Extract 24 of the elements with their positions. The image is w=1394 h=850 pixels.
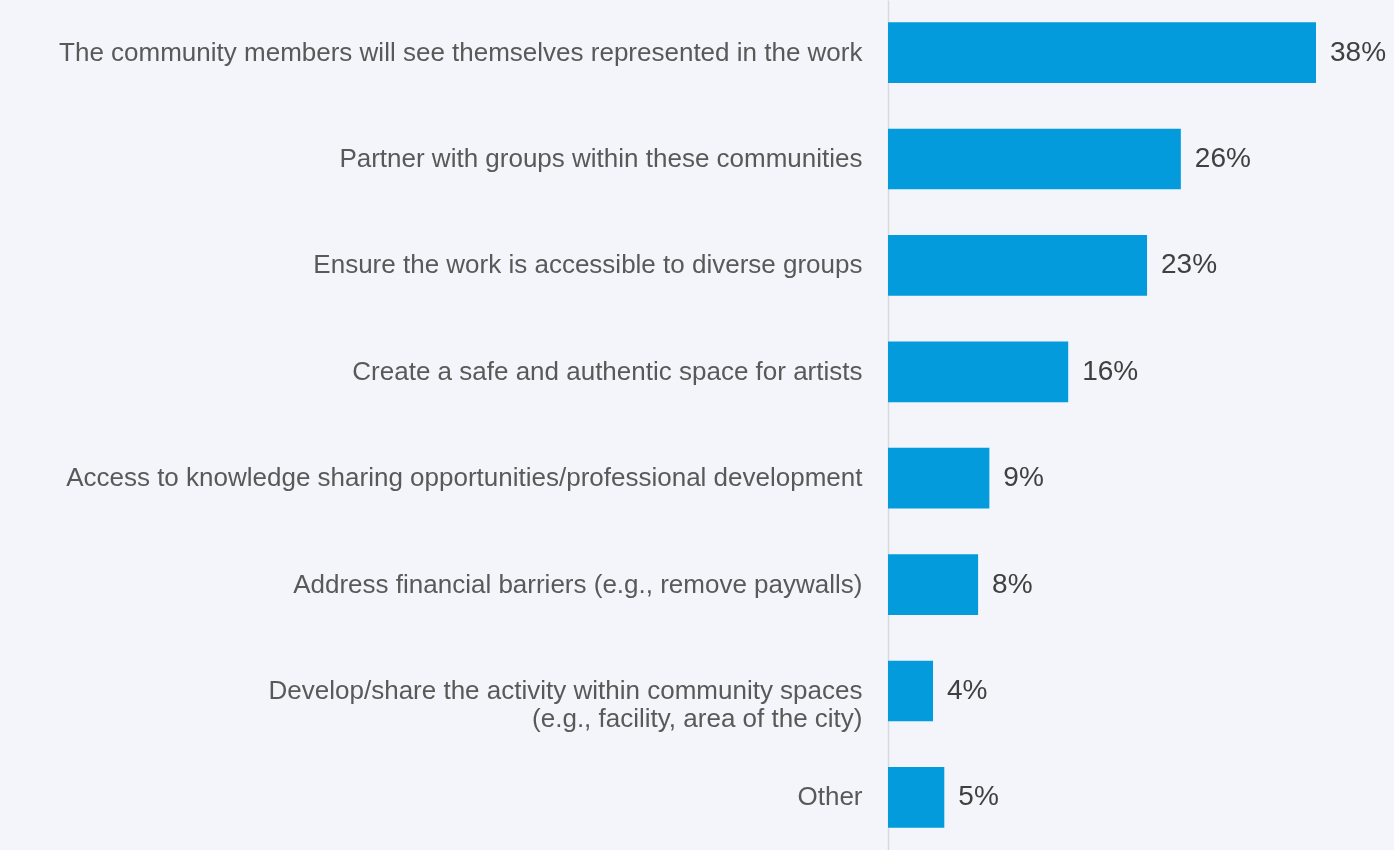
y-tick-label: Create a safe and authentic space for artists bbox=[352, 355, 863, 386]
y-tick-label: The community members will see themselves represented in the work bbox=[59, 36, 864, 67]
y-tick-label: Develop/share the activity within community spaces (e.g., facility, area of the city) bbox=[268, 674, 863, 733]
y-tick-label: Partner with groups within these communities bbox=[339, 143, 863, 174]
y-tick-label: Other bbox=[797, 781, 863, 812]
data-label: 23% bbox=[1161, 248, 1218, 280]
data-label: 38% bbox=[1330, 35, 1387, 67]
bar bbox=[888, 660, 934, 722]
bar bbox=[888, 767, 945, 828]
data-label: 5% bbox=[958, 780, 999, 812]
y-tick-label: Ensure the work is accessible to diverse groups bbox=[313, 249, 863, 280]
bar bbox=[888, 22, 1316, 83]
bar bbox=[888, 341, 1069, 403]
bar bbox=[888, 447, 990, 509]
bar bbox=[888, 554, 979, 615]
data-label: 26% bbox=[1194, 142, 1251, 174]
y-tick-label: Access to knowledge sharing opportunities/professional development bbox=[66, 462, 864, 493]
data-label: 4% bbox=[947, 673, 988, 705]
bar bbox=[888, 235, 1148, 296]
data-label: 9% bbox=[1003, 461, 1044, 493]
bar bbox=[888, 128, 1181, 190]
data-label: 8% bbox=[992, 567, 1033, 599]
y-tick-label: Address financial barriers (e.g., remove paywalls) bbox=[293, 568, 863, 599]
data-label: 16% bbox=[1082, 354, 1139, 386]
